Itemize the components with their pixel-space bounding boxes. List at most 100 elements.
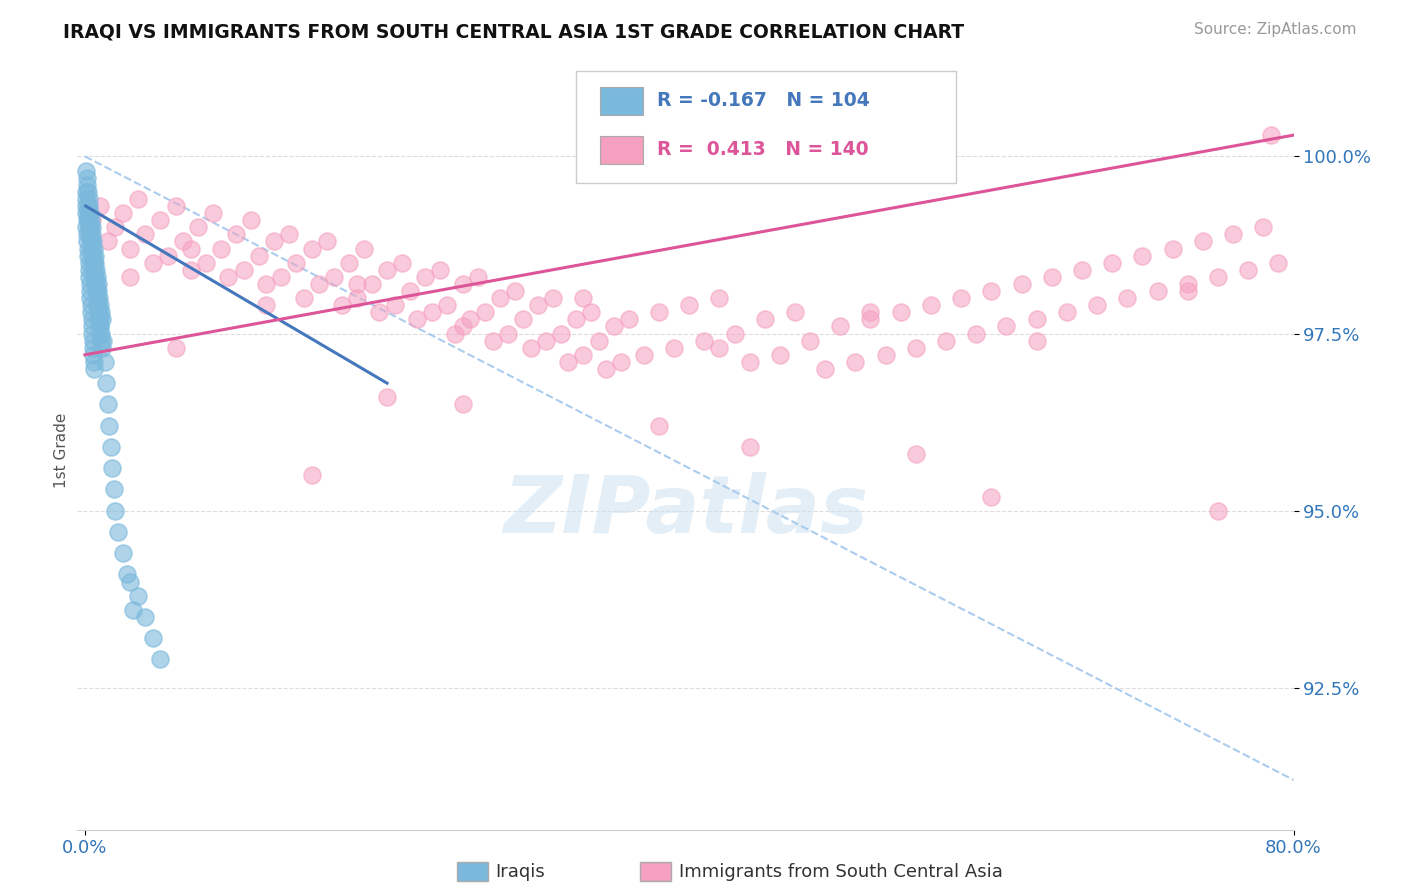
Point xyxy=(814,362,837,376)
Point xyxy=(90,305,112,319)
Text: R = -0.167   N = 104: R = -0.167 N = 104 xyxy=(657,91,869,111)
Point xyxy=(723,326,745,341)
Point xyxy=(77,185,100,199)
Point xyxy=(754,312,776,326)
Point xyxy=(920,298,942,312)
Point xyxy=(77,213,100,227)
Point xyxy=(89,319,111,334)
Point xyxy=(79,227,101,242)
Point xyxy=(194,255,217,269)
Point xyxy=(202,206,225,220)
Point xyxy=(859,305,882,319)
Point xyxy=(75,206,97,220)
Point xyxy=(368,305,391,319)
Point xyxy=(100,440,122,454)
Point xyxy=(579,305,602,319)
Point xyxy=(308,277,330,291)
Point xyxy=(120,269,142,284)
Point xyxy=(79,206,101,220)
Point xyxy=(292,291,315,305)
Point xyxy=(87,284,110,298)
Point xyxy=(950,291,973,305)
Point xyxy=(96,397,118,411)
Point xyxy=(232,262,254,277)
Point xyxy=(84,277,107,291)
Point xyxy=(87,312,110,326)
Point xyxy=(90,326,112,341)
Point xyxy=(84,284,107,298)
Point xyxy=(890,305,912,319)
Point xyxy=(678,298,700,312)
Point xyxy=(82,235,104,249)
Point xyxy=(82,348,104,362)
Point xyxy=(534,334,557,348)
Point xyxy=(80,220,103,235)
Point xyxy=(301,242,323,256)
Point xyxy=(86,291,108,305)
Point xyxy=(82,341,104,355)
Point xyxy=(648,418,671,433)
Point xyxy=(76,242,98,256)
Point xyxy=(82,262,104,277)
Point xyxy=(80,249,103,263)
Point xyxy=(572,291,595,305)
Point xyxy=(82,255,104,269)
Point xyxy=(375,390,398,404)
Text: R =  0.413   N = 140: R = 0.413 N = 140 xyxy=(657,140,869,160)
Point xyxy=(519,341,541,355)
Point xyxy=(156,249,179,263)
Point xyxy=(165,199,187,213)
Point xyxy=(436,298,458,312)
Point xyxy=(458,312,481,326)
Point xyxy=(180,242,202,256)
Point xyxy=(76,170,98,185)
Point xyxy=(557,355,579,369)
Point xyxy=(799,334,821,348)
Point xyxy=(104,220,127,235)
Point xyxy=(1116,291,1139,305)
Point xyxy=(572,348,595,362)
Point xyxy=(1222,227,1244,242)
Point xyxy=(79,277,101,291)
Point xyxy=(965,326,987,341)
Point xyxy=(75,199,97,213)
Point xyxy=(89,199,111,213)
Point xyxy=(1132,249,1154,263)
Text: Immigrants from South Central Asia: Immigrants from South Central Asia xyxy=(679,863,1002,881)
Point xyxy=(77,220,100,235)
Point xyxy=(87,277,110,291)
Point xyxy=(84,255,107,269)
Point xyxy=(980,490,1002,504)
Point xyxy=(80,305,103,319)
Point xyxy=(406,312,429,326)
Point xyxy=(1011,277,1033,291)
Point xyxy=(875,348,897,362)
Point xyxy=(1040,269,1063,284)
Point xyxy=(83,355,105,369)
Point xyxy=(995,319,1018,334)
Point xyxy=(1177,277,1199,291)
Point xyxy=(98,418,121,433)
Point xyxy=(1025,312,1047,326)
Point xyxy=(94,376,117,391)
Point xyxy=(127,589,149,603)
Point xyxy=(980,284,1002,298)
Point xyxy=(830,319,852,334)
Point xyxy=(76,213,98,227)
Point xyxy=(89,319,111,334)
Point xyxy=(75,163,97,178)
Point xyxy=(769,348,792,362)
Point xyxy=(361,277,384,291)
Point xyxy=(134,227,156,242)
Point xyxy=(451,319,474,334)
Point xyxy=(209,242,232,256)
Point xyxy=(90,312,112,326)
Point xyxy=(79,284,101,298)
Point xyxy=(277,227,299,242)
Point xyxy=(187,220,209,235)
Text: IRAQI VS IMMIGRANTS FROM SOUTH CENTRAL ASIA 1ST GRADE CORRELATION CHART: IRAQI VS IMMIGRANTS FROM SOUTH CENTRAL A… xyxy=(63,22,965,41)
Point xyxy=(77,255,100,269)
Point xyxy=(79,227,101,242)
Point xyxy=(617,312,640,326)
Point xyxy=(285,255,308,269)
